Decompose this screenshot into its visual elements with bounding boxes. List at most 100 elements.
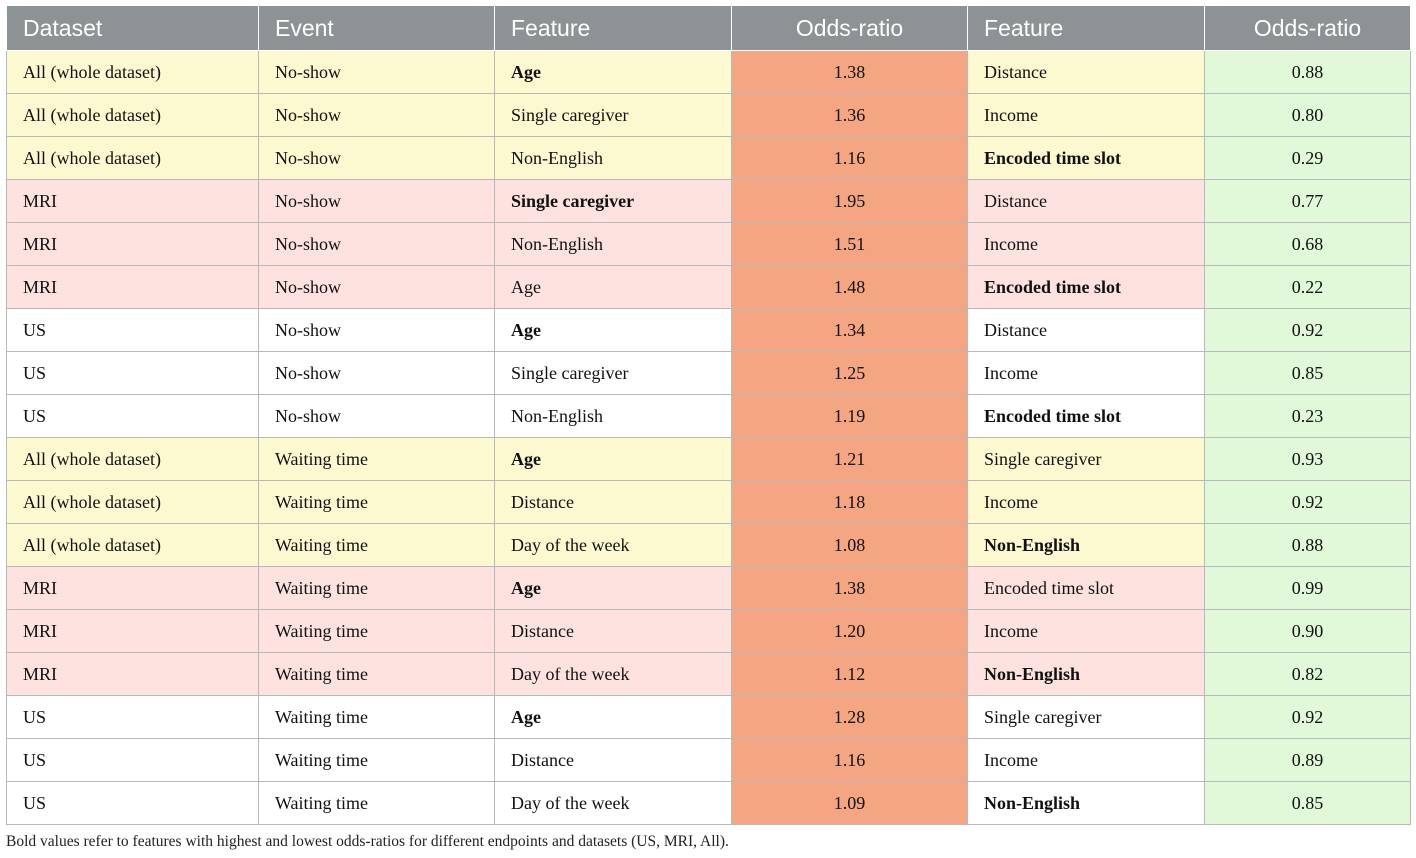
table-row: MRI Waiting time Age 1.38 Encoded time slot 0… (6, 566, 1411, 610)
table-row: MRI No-show Single caregiver 1.95 Distance 0.… (6, 179, 1411, 223)
odds-ratio-table: Dataset Event Feature Odds-ratio Feature… (6, 6, 1411, 825)
cell-feature-low: Encoded time slot (967, 265, 1205, 309)
table-row: All (whole dataset) No-show Age 1.38 Distanc… (6, 50, 1411, 94)
cell-odds-ratio-high: 1.21 (731, 437, 968, 481)
cell-odds-ratio-low: 0.85 (1204, 351, 1411, 395)
cell-feature-low: Income (967, 222, 1205, 266)
cell-dataset: MRI (6, 222, 259, 266)
cell-feature-high: Distance (494, 480, 732, 524)
cell-feature-high: Day of the week (494, 523, 732, 567)
cell-feature-low: Income (967, 480, 1205, 524)
cell-odds-ratio-low: 0.92 (1204, 480, 1411, 524)
cell-odds-ratio-low: 0.77 (1204, 179, 1411, 223)
cell-event: Waiting time (258, 652, 495, 696)
cell-feature-low: Income (967, 93, 1205, 137)
cell-event: No-show (258, 179, 495, 223)
cell-feature-high: Single caregiver (494, 93, 732, 137)
cell-odds-ratio-low: 0.89 (1204, 738, 1411, 782)
cell-event: Waiting time (258, 566, 495, 610)
cell-feature-low: Distance (967, 50, 1205, 94)
cell-odds-ratio-low: 0.23 (1204, 394, 1411, 438)
table-row: MRI No-show Non-English 1.51 Income 0.68 (6, 222, 1411, 266)
cell-dataset: US (6, 695, 259, 739)
cell-feature-high: Distance (494, 738, 732, 782)
cell-dataset: MRI (6, 652, 259, 696)
cell-event: Waiting time (258, 437, 495, 481)
cell-odds-ratio-low: 0.85 (1204, 781, 1411, 825)
cell-feature-low: Distance (967, 179, 1205, 223)
cell-odds-ratio-low: 0.22 (1204, 265, 1411, 309)
table-row: US Waiting time Day of the week 1.09 Non-Eng… (6, 781, 1411, 825)
cell-odds-ratio-low: 0.90 (1204, 609, 1411, 653)
cell-event: Waiting time (258, 523, 495, 567)
cell-odds-ratio-low: 0.99 (1204, 566, 1411, 610)
table-row: US Waiting time Distance 1.16 Income 0.89 (6, 738, 1411, 782)
cell-feature-low: Single caregiver (967, 695, 1205, 739)
cell-feature-high: Distance (494, 609, 732, 653)
cell-odds-ratio-high: 1.28 (731, 695, 968, 739)
table-row: All (whole dataset) Waiting time Day of th… (6, 523, 1411, 567)
cell-dataset: All (whole dataset) (6, 93, 259, 137)
cell-feature-low: Encoded time slot (967, 394, 1205, 438)
table-row: US No-show Non-English 1.19 Encoded time slo… (6, 394, 1411, 438)
cell-dataset: US (6, 394, 259, 438)
cell-dataset: All (whole dataset) (6, 523, 259, 567)
table-row: US No-show Age 1.34 Distance 0.92 (6, 308, 1411, 352)
cell-dataset: MRI (6, 265, 259, 309)
cell-odds-ratio-high: 1.38 (731, 50, 968, 94)
cell-odds-ratio-low: 0.92 (1204, 308, 1411, 352)
header-event: Event (258, 6, 495, 51)
cell-event: Waiting time (258, 695, 495, 739)
cell-odds-ratio-low: 0.88 (1204, 50, 1411, 94)
cell-dataset: US (6, 308, 259, 352)
cell-odds-ratio-low: 0.92 (1204, 695, 1411, 739)
cell-feature-low: Encoded time slot (967, 566, 1205, 610)
cell-odds-ratio-low: 0.88 (1204, 523, 1411, 567)
cell-dataset: All (whole dataset) (6, 437, 259, 481)
cell-feature-high: Age (494, 695, 732, 739)
cell-event: Waiting time (258, 738, 495, 782)
cell-odds-ratio-low: 0.68 (1204, 222, 1411, 266)
cell-dataset: US (6, 351, 259, 395)
table-row: MRI Waiting time Day of the week 1.12 Non-En… (6, 652, 1411, 696)
cell-event: Waiting time (258, 609, 495, 653)
table-row: All (whole dataset) Waiting time Age 1.21 Si… (6, 437, 1411, 481)
cell-odds-ratio-high: 1.19 (731, 394, 968, 438)
cell-odds-ratio-high: 1.09 (731, 781, 968, 825)
cell-odds-ratio-low: 0.80 (1204, 93, 1411, 137)
cell-feature-low: Distance (967, 308, 1205, 352)
table-row: MRI Waiting time Distance 1.20 Income 0.90 (6, 609, 1411, 653)
cell-event: No-show (258, 308, 495, 352)
table-header-row: Dataset Event Feature Odds-ratio Feature… (6, 6, 1411, 51)
cell-odds-ratio-high: 1.12 (731, 652, 968, 696)
cell-feature-low: Single caregiver (967, 437, 1205, 481)
cell-feature-high: Age (494, 566, 732, 610)
cell-odds-ratio-high: 1.08 (731, 523, 968, 567)
cell-event: No-show (258, 50, 495, 94)
cell-feature-low: Income (967, 351, 1205, 395)
cell-odds-ratio-low: 0.82 (1204, 652, 1411, 696)
cell-dataset: MRI (6, 179, 259, 223)
table-body: All (whole dataset) No-show Age 1.38 Distanc… (6, 50, 1411, 825)
header-feature-low: Feature (967, 6, 1205, 51)
cell-feature-low: Income (967, 609, 1205, 653)
cell-odds-ratio-low: 0.93 (1204, 437, 1411, 481)
cell-feature-high: Day of the week (494, 652, 732, 696)
cell-event: Waiting time (258, 781, 495, 825)
cell-dataset: MRI (6, 566, 259, 610)
cell-feature-high: Non-English (494, 222, 732, 266)
header-feature-high: Feature (494, 6, 732, 51)
cell-odds-ratio-high: 1.16 (731, 738, 968, 782)
cell-odds-ratio-high: 1.95 (731, 179, 968, 223)
cell-dataset: All (whole dataset) (6, 480, 259, 524)
header-dataset: Dataset (6, 6, 259, 51)
cell-feature-high: Age (494, 50, 732, 94)
cell-feature-low: Encoded time slot (967, 136, 1205, 180)
cell-event: No-show (258, 351, 495, 395)
cell-feature-low: Income (967, 738, 1205, 782)
cell-feature-high: Age (494, 265, 732, 309)
cell-feature-low: Non-English (967, 781, 1205, 825)
table-footnote: Bold values refer to features with highe… (6, 833, 729, 850)
cell-odds-ratio-high: 1.51 (731, 222, 968, 266)
cell-feature-high: Single caregiver (494, 179, 732, 223)
